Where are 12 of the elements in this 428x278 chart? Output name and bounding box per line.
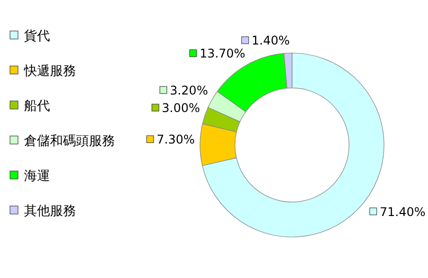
legend-label: 倉儲和碼頭服務 [24, 134, 115, 149]
legend-label: 其他服務 [24, 204, 76, 219]
data-label: 1.40% [252, 34, 290, 48]
legend-label: 船代 [24, 99, 50, 114]
data-label: 71.40% [380, 204, 426, 219]
legend-label: 貨代 [24, 29, 50, 44]
data-label: 3.20% [170, 84, 208, 98]
data-label: 3.00% [162, 101, 200, 116]
data-label: 13.70% [200, 46, 246, 61]
legend-label: 快遞服務 [23, 64, 76, 79]
legend-label: 海運 [24, 169, 50, 184]
data-label: 7.30% [156, 132, 195, 147]
